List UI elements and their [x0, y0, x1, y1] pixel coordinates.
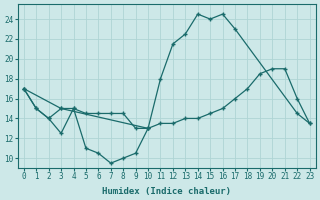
X-axis label: Humidex (Indice chaleur): Humidex (Indice chaleur)	[102, 187, 231, 196]
